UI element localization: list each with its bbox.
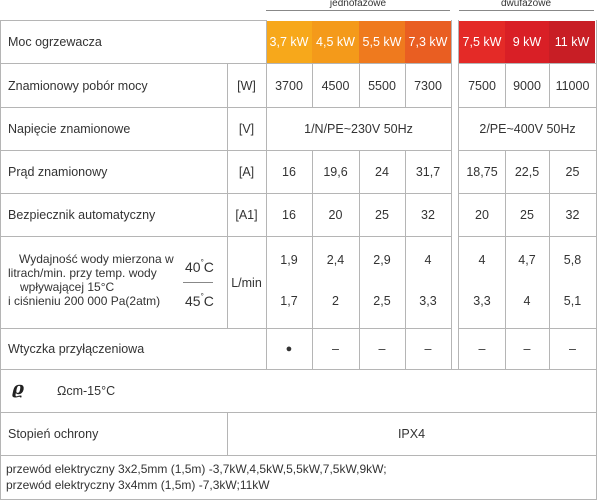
group-label-single-phase: jednofazowe [329, 0, 387, 9]
breaker-value: 20 [475, 208, 489, 222]
voltage-unit: [V] [238, 122, 255, 136]
header-label: Moc ogrzewacza [8, 35, 102, 49]
temp-45: 45°C [185, 292, 214, 309]
power-cell-11: 11 kW [549, 21, 595, 63]
rated-power-value: 5500 [368, 78, 396, 93]
current-unit: [A] [238, 165, 255, 179]
temp-45-value: 45 [185, 293, 201, 309]
plug-label: Wtyczka przyłączeniowa [8, 342, 145, 356]
temp-40-unit: C [203, 259, 214, 275]
flow-40-value: 2,9 [373, 253, 391, 267]
breaker-value: 20 [328, 208, 343, 222]
flow-45-value: 3,3 [419, 294, 437, 308]
flow-45-value: 2,5 [373, 294, 391, 308]
flow-45-value: 3,3 [473, 294, 491, 308]
group-label-three-phase: dwufazowe [500, 0, 552, 9]
rated-power-value: 3700 [275, 78, 303, 93]
temp-40-value: 40 [185, 259, 201, 275]
flow-45-value: 1,7 [280, 294, 298, 308]
flow-40-value: 1,9 [280, 253, 298, 267]
degree-symbol: ° [200, 258, 204, 267]
power-cell-7-5: 7,5 kW [459, 21, 505, 63]
flow-40-value: 5,8 [563, 253, 582, 267]
current-label: Prąd znamionowy [8, 165, 108, 179]
breaker-value: 32 [565, 208, 580, 222]
rated-power-value: 4500 [321, 78, 350, 93]
plug-value: – [424, 342, 432, 356]
breaker-label: Bezpiecznik automatyczny [8, 208, 156, 222]
power-cell-7-3: 7,3 kW [405, 21, 451, 63]
rated-power-value: 11000 [555, 78, 590, 93]
flow-label-line-3: wpływającej 15°C [20, 280, 115, 294]
current-value: 16 [282, 165, 296, 179]
plug-value: – [378, 342, 386, 356]
current-value: 31,7 [415, 165, 441, 179]
flow-label-line-4: i ciśnieniu 200 000 Pa(2atm) [8, 294, 161, 308]
temp-40: 40°C [185, 258, 214, 275]
breaker-value: 25 [375, 208, 389, 222]
plug-value: – [332, 342, 339, 356]
flow-unit: L/min [231, 275, 262, 290]
rated-power-value: 7500 [468, 78, 496, 93]
current-value: 19,6 [323, 165, 348, 179]
flow-40-value: 4,7 [518, 253, 536, 267]
voltage-single-phase: 1/N/PE~230V 50Hz [304, 122, 413, 136]
rated-power-value: 9000 [513, 78, 541, 93]
flow-45-value: 4 [523, 294, 531, 308]
temp-45-unit: C [203, 293, 214, 309]
degree-symbol: ° [200, 292, 204, 301]
flow-40-value: 4 [478, 253, 486, 267]
power-cell-5-5: 5,5 kW [359, 21, 405, 63]
power-cell-3-7: 3,7 kW [266, 21, 312, 63]
breaker-value: 32 [421, 208, 435, 222]
breaker-value: 16 [282, 208, 296, 222]
group-underline-double [459, 10, 594, 11]
current-value: 24 [375, 165, 389, 179]
voltage-double-phase: 2/PE~400V 50Hz [479, 122, 576, 136]
plug-value: – [478, 342, 486, 356]
breaker-unit: [A1] [235, 208, 258, 222]
rated-power-unit: [W] [237, 78, 256, 93]
group-underline-single [266, 10, 450, 11]
current-value: 18,75 [466, 165, 498, 179]
protection-value: IPX4 [397, 427, 426, 441]
note-line-1: przewód elektryczny 3x2,5mm (1,5m) -3,7k… [6, 462, 387, 476]
voltage-label: Napięcie znamionowe [8, 122, 131, 136]
rated-power-value: 7300 [414, 78, 442, 93]
flow-45-value: 5,1 [563, 294, 582, 308]
resistivity-symbol: ϱ [12, 378, 24, 399]
flow-45-value: 2 [332, 294, 339, 308]
rated-power-label: Znamionowy pobór mocy [8, 78, 148, 93]
current-value: 25 [565, 165, 580, 179]
flow-40-value: 4 [424, 253, 432, 267]
protection-label: Stopień ochrony [8, 427, 99, 441]
plug-value: – [523, 342, 531, 356]
resistivity-label: Ωcm-15°C [57, 384, 116, 398]
note-line-2: przewód elektryczny 3x4mm (1,5m) -7,3kW;… [6, 478, 270, 492]
power-cell-4-5: 4,5 kW [312, 21, 359, 63]
flow-label-line-2: litrach/min. przy temp. wody [8, 266, 157, 280]
flow-40-value: 2,4 [326, 253, 345, 267]
breaker-value: 25 [520, 208, 534, 222]
plug-value: ● [285, 343, 293, 355]
power-cell-9: 9 kW [505, 21, 549, 63]
current-value: 22,5 [514, 165, 540, 179]
plug-value: – [569, 342, 576, 356]
flow-label-line-1: Wydajność wody mierzona w [19, 252, 174, 266]
